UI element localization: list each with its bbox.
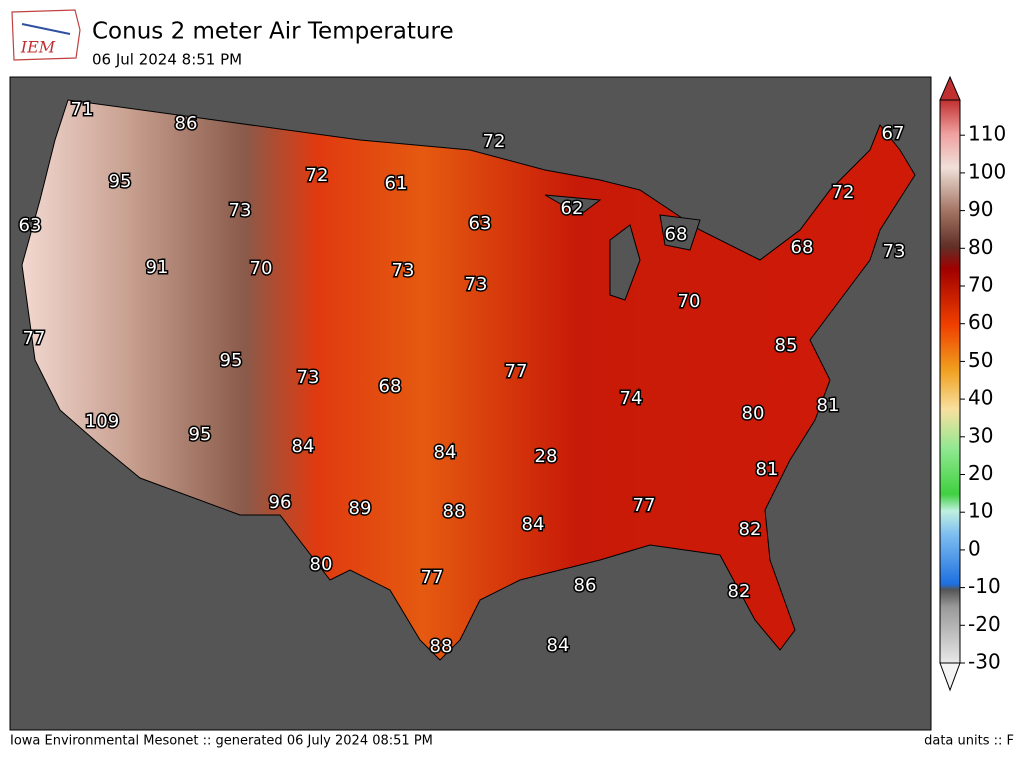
temperature-label: 84 xyxy=(292,436,315,457)
temperature-label: 73 xyxy=(392,260,415,281)
colorbar-tick-label: -20 xyxy=(968,612,1001,636)
colorbar-min xyxy=(939,662,961,692)
temperature-label: 61 xyxy=(385,173,408,194)
temperature-label: 85 xyxy=(775,335,798,356)
temperature-label: 68 xyxy=(665,224,688,245)
map-labels: 71 86 72 67 95 72 61 72 63 73 63 62 68 68 91 70 73 73 70 73… xyxy=(17,98,907,659)
colorbar-tick-label: 60 xyxy=(968,310,993,334)
temperature-label: 95 xyxy=(220,350,243,371)
temperature-label: 72 xyxy=(832,182,855,203)
temperature-label: 77 xyxy=(23,328,46,349)
temperature-label: 84 xyxy=(522,514,545,535)
colorbar-tick-label: 110 xyxy=(968,122,1006,146)
temperature-label: 88 xyxy=(430,636,453,657)
colorbar-tick-label: 90 xyxy=(968,197,993,221)
title: Conus 2 meter Air Temperature xyxy=(92,19,454,45)
temperature-label: 86 xyxy=(574,575,597,596)
colorbar-tick-label: 50 xyxy=(968,348,993,372)
temperature-label: 84 xyxy=(547,635,570,656)
temperature-label: 77 xyxy=(633,495,656,516)
temperature-label: 73 xyxy=(465,274,488,295)
colorbar-tick-label: 30 xyxy=(968,423,993,447)
temperature-label: 70 xyxy=(678,291,701,312)
temperature-label: 74 xyxy=(620,388,643,409)
temperature-label: 109 xyxy=(85,411,119,432)
colorbar xyxy=(939,99,961,664)
colorbar-tick-label: 100 xyxy=(968,159,1006,183)
colorbar-tick-label: 70 xyxy=(968,273,993,297)
temperature-label: 84 xyxy=(434,442,457,463)
temperature-label: 73 xyxy=(229,200,252,221)
temperature-label: 72 xyxy=(306,165,329,186)
logo: IEM xyxy=(11,9,81,61)
temperature-label: 81 xyxy=(817,395,840,416)
temperature-label: 95 xyxy=(109,171,132,192)
temperature-label: 68 xyxy=(379,376,402,397)
temperature-label: 73 xyxy=(883,241,906,262)
subtitle: 06 Jul 2024 8:51 PM xyxy=(92,51,242,69)
colorbar-tick-label: 0 xyxy=(968,536,981,560)
colorbar-tick-label: 10 xyxy=(968,499,993,523)
temperature-label: 72 xyxy=(483,131,506,152)
temperature-label: 86 xyxy=(175,113,198,134)
temperature-label: 77 xyxy=(421,567,444,588)
colorbar-ticks: -30 -20 -10 0 10 20 30 40 50 60 70 80 90 100 110 xyxy=(960,122,1006,674)
temperature-label: 81 xyxy=(756,459,779,480)
colorbar-tick-label: 20 xyxy=(968,461,993,485)
temperature-label: 77 xyxy=(505,361,528,382)
colorbar-tick-label: 80 xyxy=(968,235,993,259)
colorbar-tick-label: -30 xyxy=(968,650,1001,674)
temperature-label: 28 xyxy=(535,446,558,467)
footer-left: Iowa Environmental Mesonet :: generated … xyxy=(10,734,433,749)
great-lakes xyxy=(544,194,701,301)
temperature-label: 71 xyxy=(71,99,94,120)
temperature-label: 73 xyxy=(297,367,320,388)
temperature-label: 96 xyxy=(269,492,292,513)
temperature-label: 88 xyxy=(443,501,466,522)
temperature-label: 91 xyxy=(146,257,169,278)
temperature-label: 80 xyxy=(742,403,765,424)
temperature-label: 67 xyxy=(882,123,905,144)
colorbar-max xyxy=(939,75,961,101)
logo-text: IEM xyxy=(20,38,56,57)
temperature-label: 80 xyxy=(310,554,333,575)
temperature-label: 89 xyxy=(349,498,372,519)
footer-right: data units :: F xyxy=(924,734,1014,749)
temperature-label: 68 xyxy=(791,237,814,258)
temperature-label: 82 xyxy=(739,519,762,540)
colorbar-tick-label: 40 xyxy=(968,386,993,410)
temperature-label: 62 xyxy=(561,198,584,219)
temperature-label: 63 xyxy=(19,215,42,236)
temperature-label: 63 xyxy=(469,213,492,234)
temperature-label: 82 xyxy=(728,581,751,602)
temperature-label: 70 xyxy=(250,258,273,279)
colorbar-tick-label: -10 xyxy=(968,574,1001,598)
temperature-label: 95 xyxy=(189,424,212,445)
